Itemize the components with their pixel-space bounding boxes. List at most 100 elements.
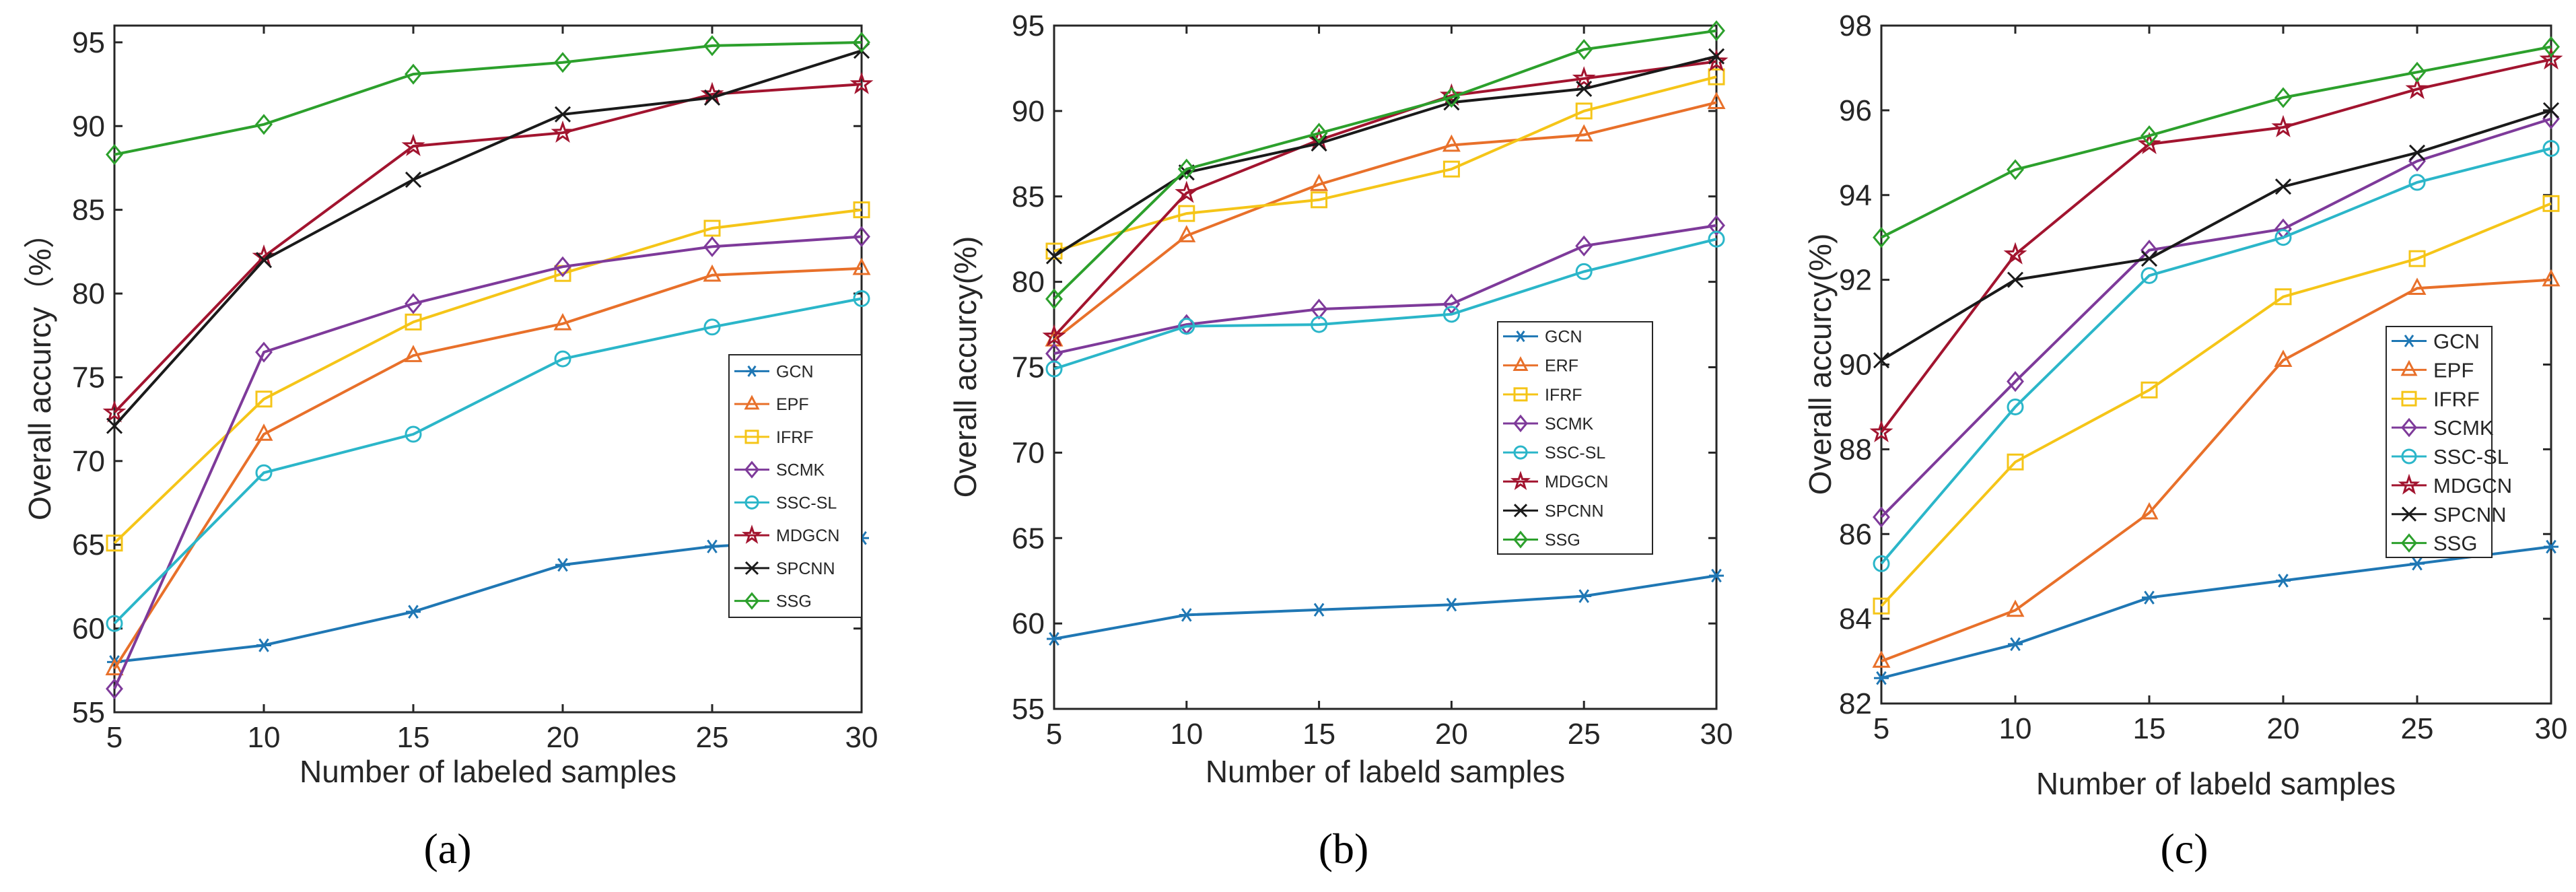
- data-point: [105, 658, 124, 676]
- data-point: [1708, 20, 1725, 42]
- data-point: [2542, 269, 2561, 287]
- series-scmk: [106, 226, 870, 699]
- legend-entry: SPCNN: [734, 559, 835, 578]
- data-point: [853, 201, 870, 219]
- series-line: [1880, 108, 2552, 362]
- legend-marker: [744, 561, 759, 575]
- data-point: [1178, 318, 1195, 335]
- data-point: [2542, 102, 2560, 118]
- data-point: [1575, 263, 1593, 280]
- x-tick-label: 5: [1873, 712, 1889, 745]
- y-tick-label: 55: [72, 696, 105, 729]
- data-point: [2274, 87, 2292, 108]
- legend-entry: EPF: [2392, 358, 2474, 382]
- legend-label: MDGCN: [1545, 473, 1608, 491]
- legend-entry: GCN: [1503, 328, 1582, 347]
- data-point: [1177, 225, 1196, 242]
- data-point: [554, 350, 571, 368]
- data-point: [2140, 250, 2158, 267]
- data-point: [401, 133, 425, 156]
- data-point: [1042, 324, 1066, 347]
- data-point: [2003, 242, 2027, 265]
- legend-entry: SSG: [734, 592, 812, 611]
- data-point: [1045, 288, 1063, 310]
- data-point: [1708, 68, 1725, 85]
- data-point: [553, 312, 572, 331]
- legend-marker: [1513, 387, 1528, 402]
- legend-marker: [1513, 445, 1528, 460]
- x-tick-label: 25: [696, 721, 729, 754]
- data-point: [1708, 48, 1725, 65]
- series-gcn: [1047, 568, 1724, 646]
- data-point: [554, 52, 571, 73]
- series-ifrf: [106, 201, 870, 552]
- chart-panel-b: 5 10 15 20 25 30 55 60 65 70 75 80 85 90 95 GCN ERF IFRF…: [948, 9, 1733, 872]
- legend-label: SCMK: [1545, 415, 1594, 434]
- legend-entry: SSG: [1503, 530, 1580, 549]
- legend-entry: SPCNN: [1503, 502, 1604, 520]
- data-point: [1439, 83, 1463, 106]
- data-point: [2137, 131, 2161, 154]
- data-point: [1442, 306, 1460, 323]
- series-line: [113, 297, 862, 625]
- data-point: [2276, 574, 2291, 588]
- data-point: [106, 615, 123, 632]
- data-point: [1575, 235, 1593, 256]
- legend: GCN EPF IFRF SCMK SSC-SL MDGCN SPCNN SSG: [728, 354, 862, 618]
- data-point: [1045, 360, 1063, 378]
- data-point: [2408, 250, 2426, 267]
- legend-label: IFRF: [2433, 387, 2480, 411]
- legend-marker: [1513, 504, 1528, 518]
- data-point: [554, 256, 571, 277]
- legend-marker: [744, 495, 759, 510]
- data-point: [554, 106, 571, 123]
- data-point: [1310, 123, 1328, 144]
- series-line: [1053, 101, 1717, 341]
- legend-label: SSC-SL: [1545, 444, 1605, 462]
- legend-marker: [746, 365, 758, 377]
- y-tick-label: 60: [72, 613, 105, 646]
- x-tick-label: 20: [547, 721, 580, 754]
- data-point: [106, 535, 123, 552]
- data-point: [1442, 134, 1461, 152]
- legend-label: SSG: [2433, 532, 2477, 555]
- legend-marker: [2398, 473, 2421, 495]
- data-point: [405, 425, 422, 443]
- data-point: [703, 89, 721, 106]
- data-point: [2140, 125, 2158, 147]
- panel-caption: (b): [1319, 825, 1369, 872]
- legend-marker: [1510, 471, 1531, 490]
- legend: GCN EPF IFRF SCMK SSC-SL MDGCN SPCNN SSG: [2386, 326, 2512, 558]
- x-tick-label: 10: [1170, 718, 1203, 751]
- x-tick-label: 30: [1700, 718, 1733, 751]
- series-line: [113, 49, 862, 427]
- legend-marker: [2401, 533, 2417, 553]
- series-line: [113, 83, 862, 414]
- data-point: [404, 345, 423, 362]
- data-point: [1872, 650, 1891, 668]
- y-tick-label: 98: [1839, 9, 1872, 42]
- legend-entry: SSC-SL: [1503, 444, 1605, 462]
- y-tick-label: 92: [1839, 264, 1872, 297]
- legend-entry: SSG: [2392, 532, 2477, 555]
- data-point: [2271, 114, 2295, 137]
- y-tick-label: 85: [72, 194, 105, 227]
- data-point: [255, 390, 273, 408]
- data-point: [1310, 174, 1329, 191]
- legend-label: IFRF: [776, 428, 814, 447]
- legend-box: [1497, 321, 1653, 555]
- x-tick-label: 30: [2535, 712, 2568, 745]
- legend-label: SSC-SL: [776, 493, 837, 512]
- data-point: [106, 144, 123, 166]
- data-point: [1572, 66, 1596, 89]
- series-line: [113, 208, 862, 545]
- legend-label: ERF: [1545, 357, 1578, 376]
- data-point: [2007, 271, 2024, 288]
- data-point: [1873, 597, 1890, 615]
- data-point: [1874, 671, 1889, 685]
- data-point: [2008, 637, 2023, 652]
- legend-label: GCN: [2433, 330, 2480, 353]
- y-tick-label: 65: [1012, 522, 1045, 555]
- data-point: [2142, 590, 2157, 605]
- data-point: [1444, 597, 1459, 612]
